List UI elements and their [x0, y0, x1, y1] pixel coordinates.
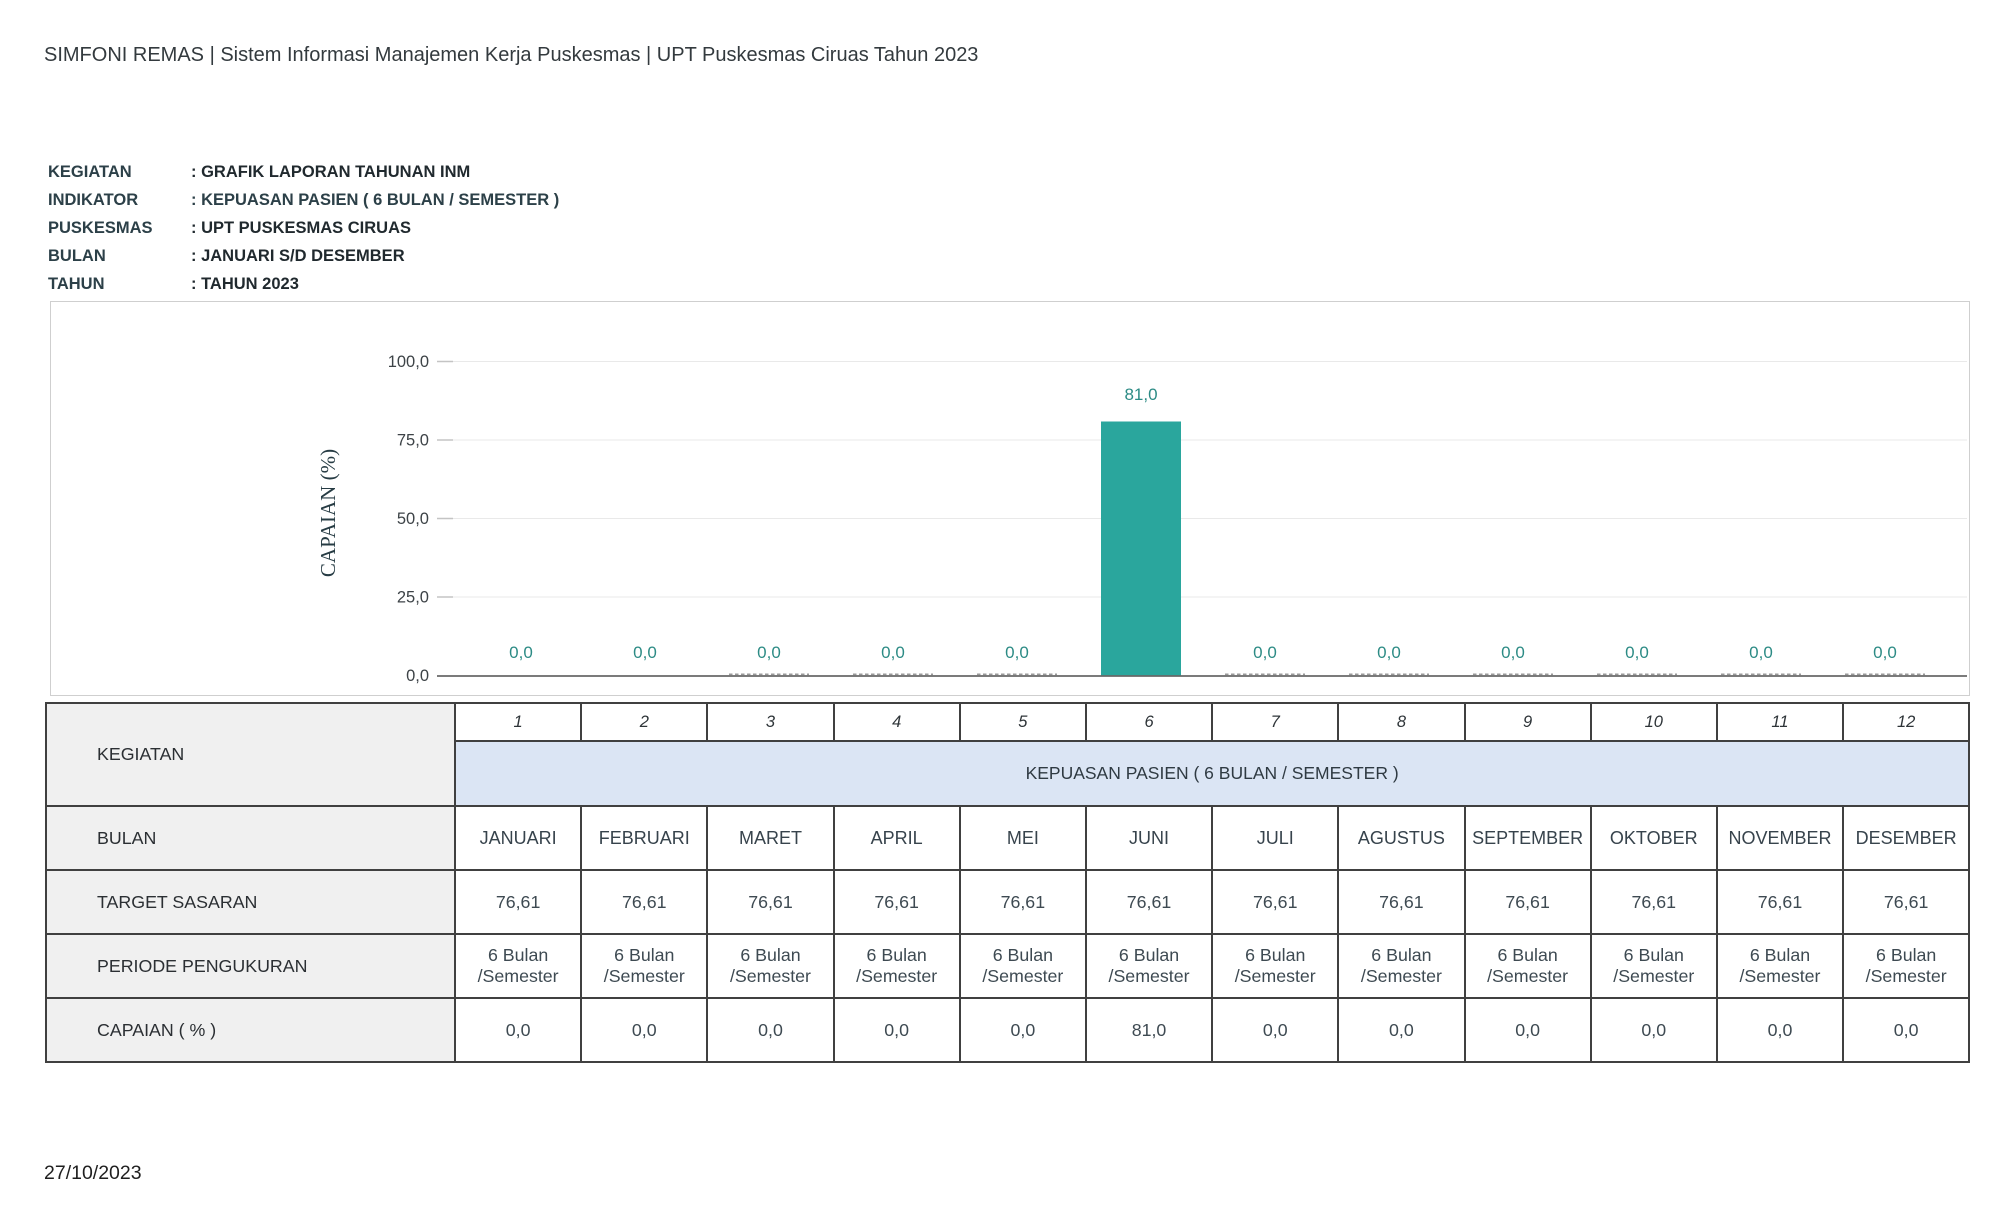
svg-text:81,0: 81,0 — [1124, 385, 1157, 404]
svg-text:0,0: 0,0 — [1873, 643, 1897, 662]
svg-text:0,0: 0,0 — [881, 643, 905, 662]
svg-text:100,0: 100,0 — [388, 353, 429, 371]
svg-text:0,0: 0,0 — [757, 643, 781, 662]
svg-text:0,0: 0,0 — [1749, 643, 1773, 662]
svg-text:0,0: 0,0 — [406, 667, 429, 685]
svg-text:50,0: 50,0 — [397, 510, 429, 528]
svg-text:25,0: 25,0 — [397, 589, 429, 607]
svg-text:CAPAIAN (%): CAPAIAN (%) — [316, 449, 340, 577]
svg-text:0,0: 0,0 — [1005, 643, 1029, 662]
svg-text:75,0: 75,0 — [397, 432, 429, 450]
svg-text:0,0: 0,0 — [1377, 643, 1401, 662]
svg-text:0,0: 0,0 — [1253, 643, 1277, 662]
svg-text:0,0: 0,0 — [1625, 643, 1649, 662]
svg-text:0,0: 0,0 — [509, 643, 533, 662]
svg-text:0,0: 0,0 — [633, 643, 657, 662]
svg-text:0,0: 0,0 — [1501, 643, 1525, 662]
